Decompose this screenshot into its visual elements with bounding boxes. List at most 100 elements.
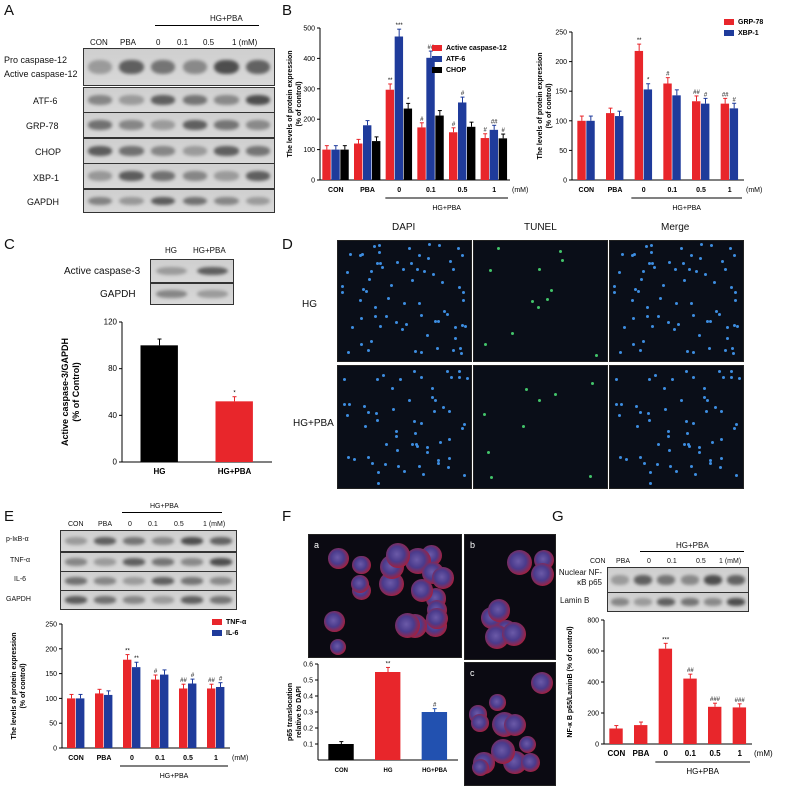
bar bbox=[340, 149, 349, 180]
blot-band bbox=[182, 196, 207, 206]
nucleus-dot bbox=[730, 346, 734, 350]
nucleus-dot bbox=[595, 353, 599, 357]
x-tick-label: HG+PBA bbox=[218, 467, 252, 476]
nucleus-dot bbox=[691, 376, 695, 380]
nucleus-dot bbox=[436, 347, 440, 351]
y-tick-label: 300 bbox=[303, 86, 315, 93]
x-tick-label: CON bbox=[335, 768, 348, 774]
nucleus-dot bbox=[394, 429, 398, 433]
nucleus-dot bbox=[661, 284, 665, 288]
nucleus-dot bbox=[398, 377, 402, 381]
significance-mark: ** bbox=[134, 656, 139, 662]
blot-a-row-grp78: GRP-78 bbox=[26, 121, 59, 131]
bar bbox=[132, 667, 141, 748]
nucleus-dot bbox=[463, 423, 467, 427]
nucleus-dot bbox=[675, 470, 679, 474]
legend-label: IL-6 bbox=[226, 630, 239, 637]
nucleus-dot bbox=[550, 288, 554, 292]
nucleus-dot bbox=[693, 472, 697, 476]
y-axis-label: The levels of protein expression (% of co… bbox=[287, 51, 303, 158]
nucleus-dot bbox=[710, 441, 714, 445]
blot-g-lane-con: CON bbox=[590, 558, 606, 565]
nucleus-dot bbox=[346, 350, 350, 354]
nucleus-dot bbox=[341, 290, 345, 294]
blotA-strip bbox=[83, 87, 275, 113]
x-tick-label: 0 bbox=[130, 755, 134, 762]
nucleus-dot bbox=[386, 297, 390, 300]
blot-e-lane-0: 0 bbox=[128, 521, 132, 528]
significance-mark: ** bbox=[386, 661, 391, 667]
cell-blob bbox=[329, 638, 347, 656]
nucleus-dot bbox=[457, 246, 461, 250]
significance-mark: ## bbox=[491, 119, 498, 125]
bar bbox=[363, 125, 372, 180]
cell-blob bbox=[410, 579, 434, 602]
blot-band bbox=[634, 575, 652, 585]
nucleus-dot bbox=[709, 462, 713, 466]
nucleus-dot bbox=[697, 446, 701, 450]
nucleus-dot bbox=[426, 450, 430, 454]
bar bbox=[480, 138, 490, 180]
microscopy-image bbox=[609, 240, 744, 362]
nucleus-dot bbox=[698, 450, 702, 454]
y-axis-label-line: p65 translocation bbox=[287, 683, 294, 741]
x-tick-label: HG+PBA bbox=[422, 768, 448, 774]
nucleus-dot bbox=[382, 373, 386, 377]
bar bbox=[322, 149, 331, 180]
bar bbox=[732, 707, 747, 744]
blot-a-lane-con: CON bbox=[90, 38, 108, 47]
nucleus-dot bbox=[425, 446, 429, 450]
bar bbox=[331, 149, 340, 180]
significance-mark: # bbox=[420, 117, 424, 123]
bar bbox=[76, 698, 85, 748]
nucleus-dot bbox=[463, 324, 467, 328]
nucleus-dot bbox=[346, 271, 350, 274]
y-tick-label: 0.5 bbox=[303, 678, 313, 685]
x-tick-label: 0 bbox=[397, 187, 401, 194]
nucleus-dot bbox=[623, 325, 627, 329]
x-unit-label: (mM) bbox=[512, 187, 528, 194]
blot-a-row-gapdh: GAPDH bbox=[27, 197, 60, 207]
nucleus-dot bbox=[384, 314, 388, 318]
cell-blob bbox=[520, 752, 540, 772]
blot-g-group-label: HG+PBA bbox=[676, 541, 709, 550]
nucleus-dot bbox=[686, 432, 690, 436]
nucleus-dot bbox=[428, 242, 432, 246]
nucleus-dot bbox=[460, 427, 464, 431]
significance-mark: # bbox=[433, 703, 437, 709]
cell-blob bbox=[501, 621, 527, 647]
bar bbox=[692, 101, 701, 180]
blot-g-lane-1: 1 (mM) bbox=[719, 558, 742, 565]
bar bbox=[634, 725, 648, 744]
nucleus-dot bbox=[538, 268, 542, 272]
y-axis-label: NF-κ B p65/LaminB (% of control) bbox=[567, 626, 574, 737]
microscopy-image bbox=[337, 365, 472, 489]
nucleus-dot bbox=[373, 314, 377, 318]
blot-band bbox=[246, 171, 271, 181]
nucleus-dot bbox=[732, 427, 736, 431]
nucleus-dot bbox=[460, 254, 464, 258]
nucleus-dot bbox=[734, 290, 738, 294]
blot-band bbox=[246, 196, 271, 206]
nucleus-dot bbox=[346, 414, 350, 418]
nucleus-dot bbox=[449, 259, 453, 263]
nucleus-dot bbox=[408, 399, 412, 403]
blotC-strip bbox=[150, 283, 234, 305]
y-tick-label: 800 bbox=[587, 618, 599, 625]
significance-mark: # bbox=[483, 128, 487, 134]
blot-c-lane-hg: HG bbox=[165, 246, 177, 255]
nucleus-dot bbox=[719, 438, 723, 442]
bar bbox=[151, 679, 160, 748]
cell-blob bbox=[432, 566, 454, 589]
nucleus-dot bbox=[378, 250, 382, 254]
nucleus-dot bbox=[427, 257, 431, 261]
micro-d-col-merge: Merge bbox=[661, 222, 690, 233]
nucleus-dot bbox=[620, 252, 624, 256]
nucleus-dot bbox=[441, 281, 445, 285]
nucleus-dot bbox=[415, 445, 419, 449]
nucleus-dot bbox=[433, 398, 437, 402]
blot-e-row-il6: IL-6 bbox=[14, 576, 27, 583]
nucleus-dot bbox=[666, 429, 670, 433]
nucleus-dot bbox=[348, 252, 352, 256]
nucleus-dot bbox=[437, 462, 441, 466]
